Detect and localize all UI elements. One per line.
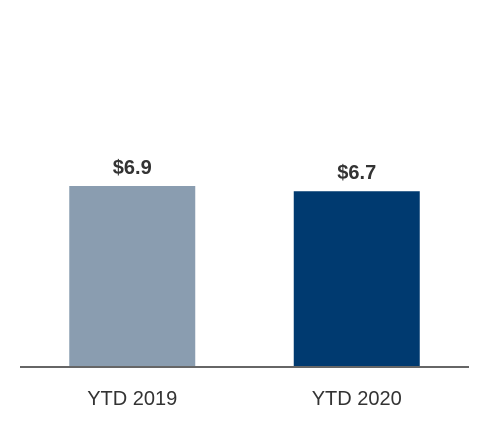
x-tick-label-ytd-2019: YTD 2019 <box>87 388 177 410</box>
bars-group <box>69 186 420 367</box>
data-label-ytd-2020: $6.7 <box>337 162 376 184</box>
x-tick-label-ytd-2020: YTD 2020 <box>312 388 402 410</box>
bar-ytd-2020 <box>293 191 420 367</box>
bar-ytd-2019 <box>69 186 196 367</box>
data-label-ytd-2019: $6.9 <box>113 157 152 179</box>
value-labels-group: $6.9 $6.7 <box>113 157 376 184</box>
tick-labels-group: YTD 2019 YTD 2020 <box>87 388 402 410</box>
